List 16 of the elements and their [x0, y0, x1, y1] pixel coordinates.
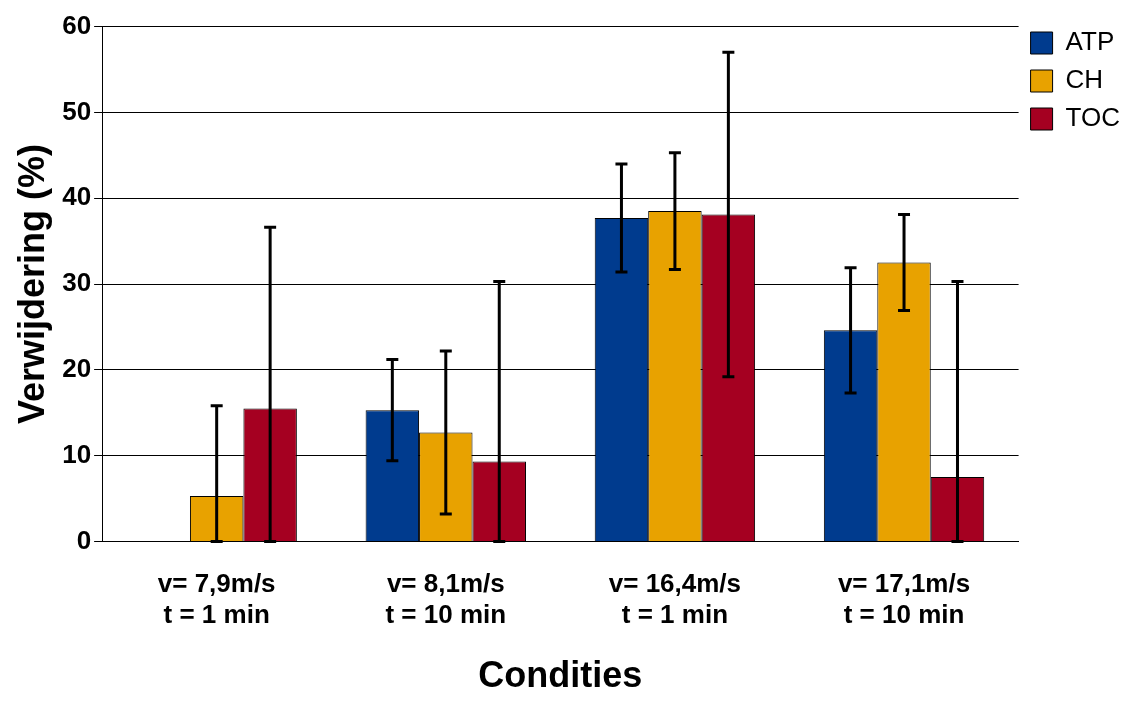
x-axis-title: Condities [478, 654, 643, 696]
x-tick-label: v= 17,1m/s t = 10 min [837, 568, 971, 630]
legend-label: ATP [1065, 26, 1115, 57]
y-tick-label: 60 [62, 9, 92, 40]
x-tick-label: v= 8,1m/s t = 10 min [385, 568, 507, 630]
y-tick-label: 0 [76, 524, 92, 555]
y-tick-label: 30 [62, 267, 92, 298]
y-axis-title: Verwijdering (%) [10, 143, 52, 425]
y-tick-label: 20 [62, 352, 92, 383]
y-tick-label: 10 [62, 438, 92, 469]
x-tick-label: v= 16,4m/s t = 1 min [608, 568, 742, 630]
y-tick-label: 50 [62, 95, 92, 126]
x-tick-label: v= 7,9m/s t = 1 min [157, 568, 276, 630]
legend-label: CH [1065, 64, 1104, 95]
legend-label: TOC [1065, 102, 1121, 133]
y-tick-label: 40 [62, 181, 92, 212]
